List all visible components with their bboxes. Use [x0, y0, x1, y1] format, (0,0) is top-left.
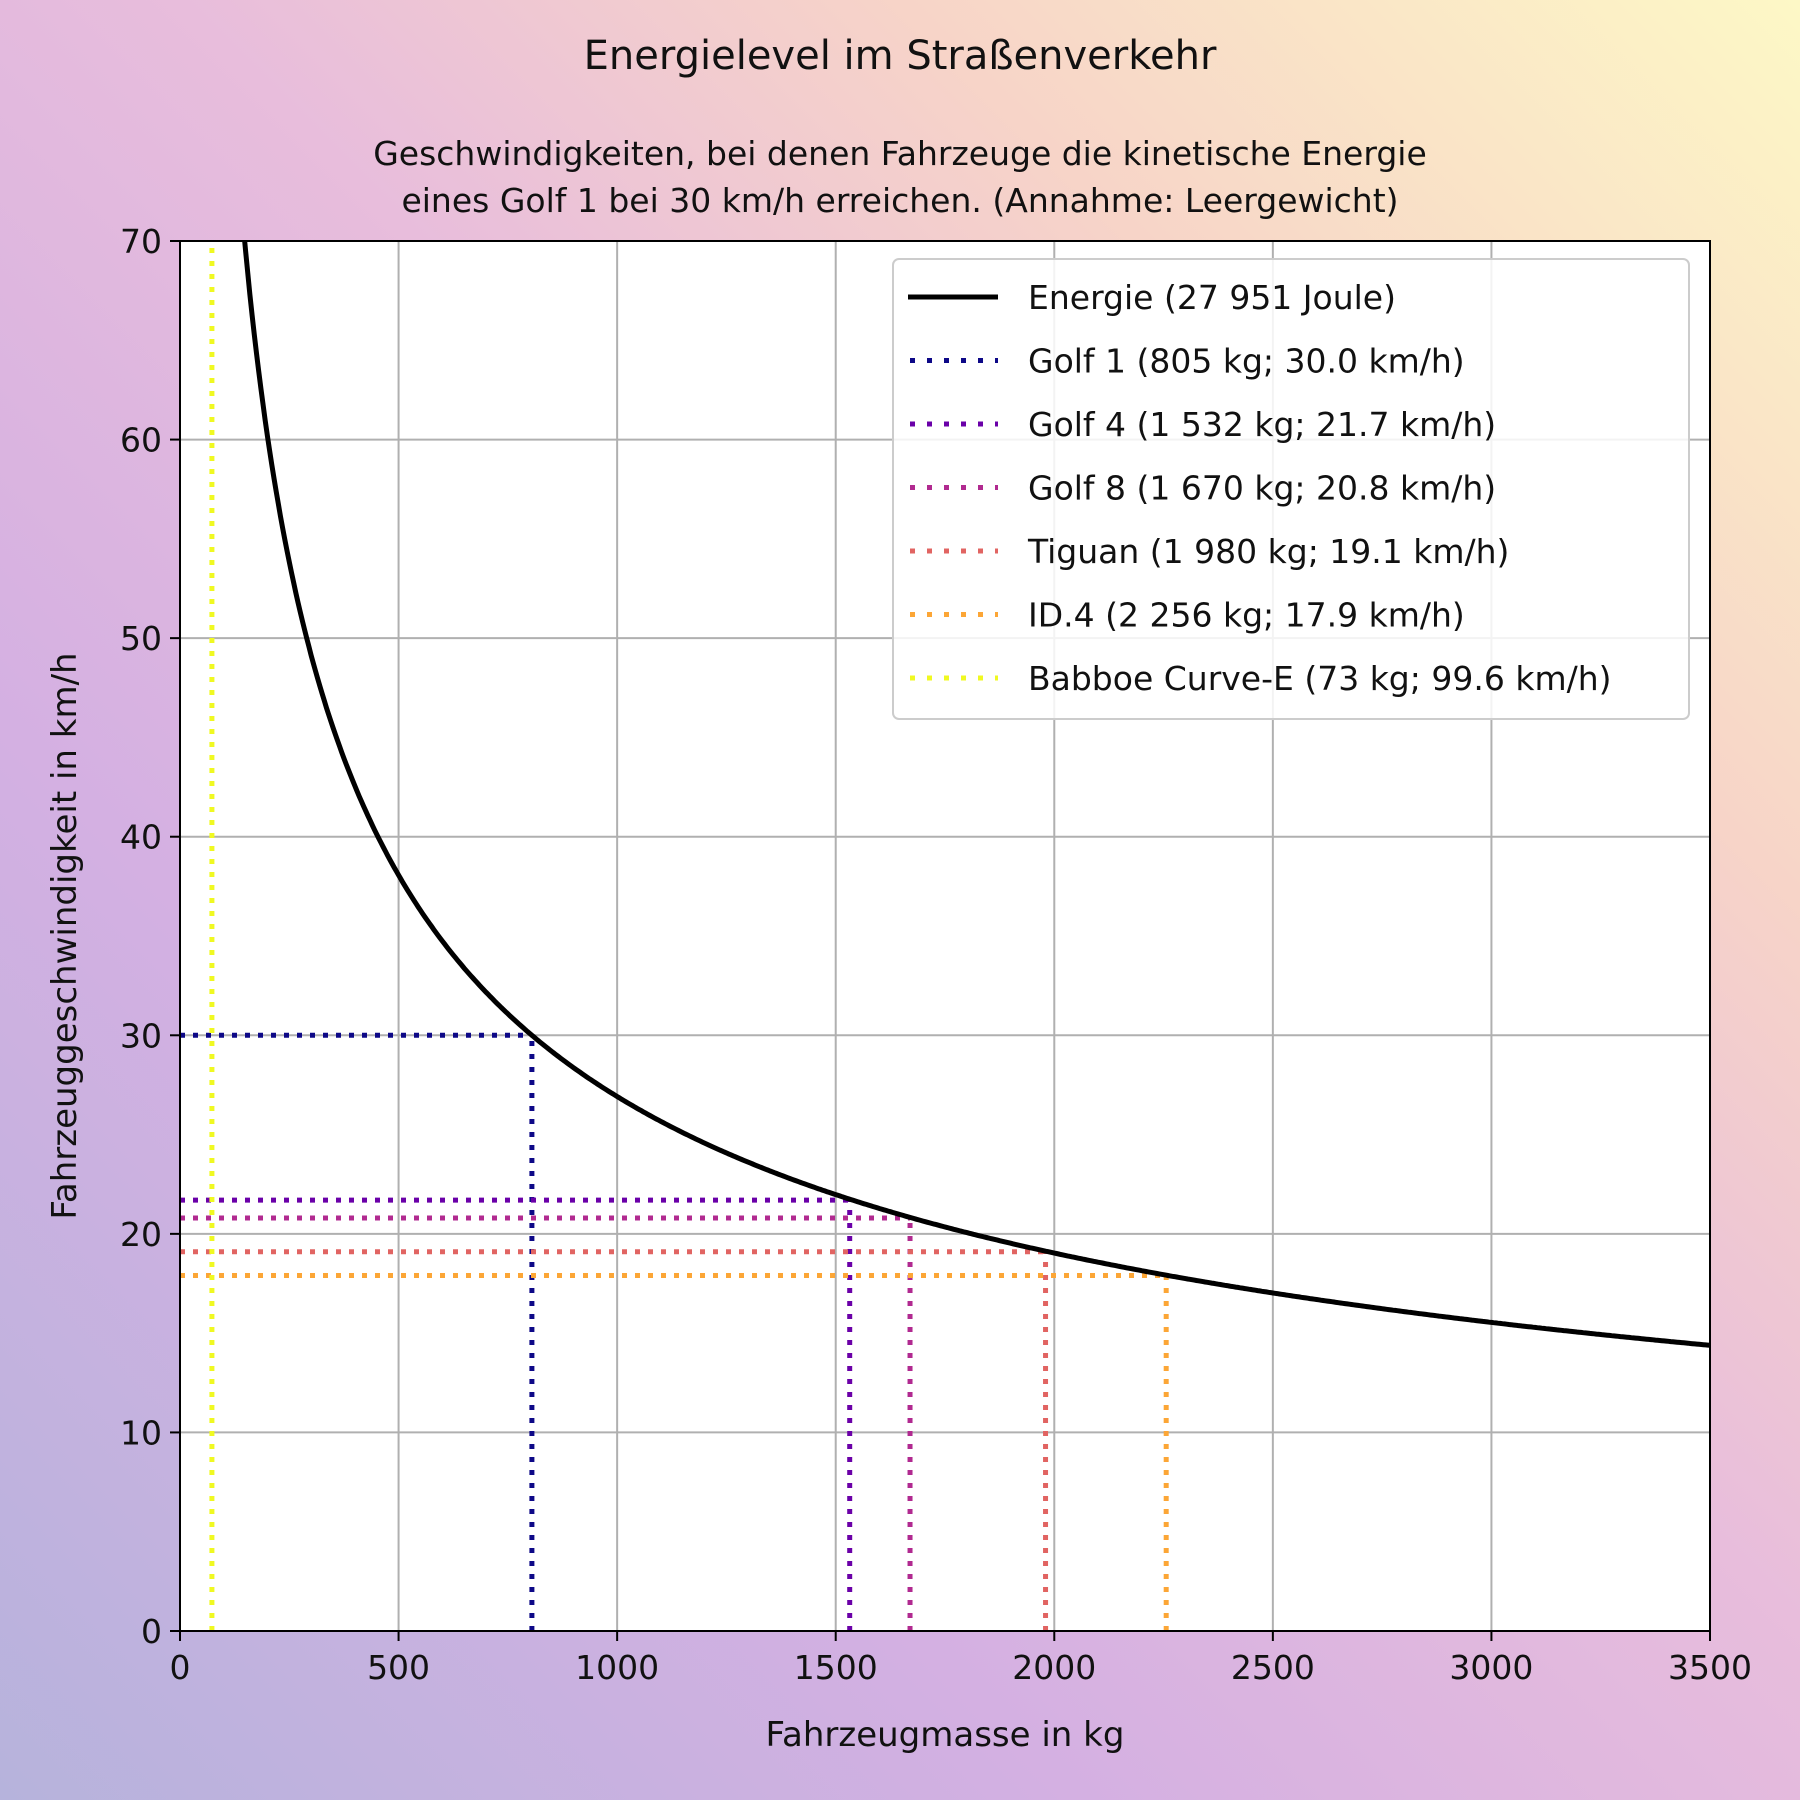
x-tick-label-7: 3500 [1668, 1648, 1752, 1687]
y-tick-label-2: 20 [120, 1215, 162, 1254]
x-tick-label-3: 1500 [794, 1648, 878, 1687]
chart-title: Energielevel im Straßenverkehr [584, 33, 1217, 79]
y-tick-label-0: 0 [141, 1612, 162, 1651]
legend: Energie (27 951 Joule) Golf 1 (805 kg; 30… [892, 258, 1690, 720]
x-tick-label-5: 2500 [1231, 1648, 1315, 1687]
y-tick-label-1: 10 [120, 1413, 162, 1452]
y-tick-label-3: 30 [120, 1016, 162, 1055]
legend-box [892, 258, 1690, 720]
legend-label-5: ID.4 (2 256 kg; 17.9 km/h) [1028, 596, 1465, 635]
y-axis-label: Fahrzeuggeschwindigkeit in km/h [45, 652, 85, 1219]
y-tick-label-4: 40 [120, 818, 162, 857]
legend-label-6: Babboe Curve-E (73 kg; 99.6 km/h) [1028, 659, 1612, 698]
legend-label-1: Golf 1 (805 kg; 30.0 km/h) [1028, 342, 1465, 381]
x-tick-label-0: 0 [170, 1648, 191, 1687]
y-tick-label-6: 60 [120, 421, 162, 460]
chart-subtitle-line-2: eines Golf 1 bei 30 km/h erreichen. (Ann… [401, 181, 1398, 220]
x-tick-label-4: 2000 [1012, 1648, 1096, 1687]
energy-curve [242, 241, 1710, 1348]
x-tick-label-1: 500 [367, 1648, 430, 1687]
x-axis-label: Fahrzeugmasse in kg [766, 1715, 1125, 1755]
axis-ticks: 0 500 1000 1500 2000 2500 3000 3500 0 10 20 30 40 50 6… [120, 222, 1752, 1687]
y-tick-label-7: 70 [120, 222, 162, 261]
y-tick-label-5: 50 [120, 619, 162, 658]
chart-subtitle-line-1: Geschwindigkeiten, bei denen Fahrzeuge d… [373, 134, 1427, 173]
plot-frame [179, 240, 1711, 1632]
x-tick-label-6: 3000 [1449, 1648, 1533, 1687]
reference-lines [180, 241, 1169, 1631]
x-tick-label-2: 1000 [575, 1648, 659, 1687]
legend-label-0: Energie (27 951 Joule) [1028, 278, 1396, 317]
legend-label-3: Golf 8 (1 670 kg; 20.8 km/h) [1028, 469, 1496, 508]
legend-label-4: Tiguan (1 980 kg; 19.1 km/h) [1027, 532, 1509, 571]
legend-label-2: Golf 4 (1 532 kg; 21.7 km/h) [1028, 405, 1496, 444]
